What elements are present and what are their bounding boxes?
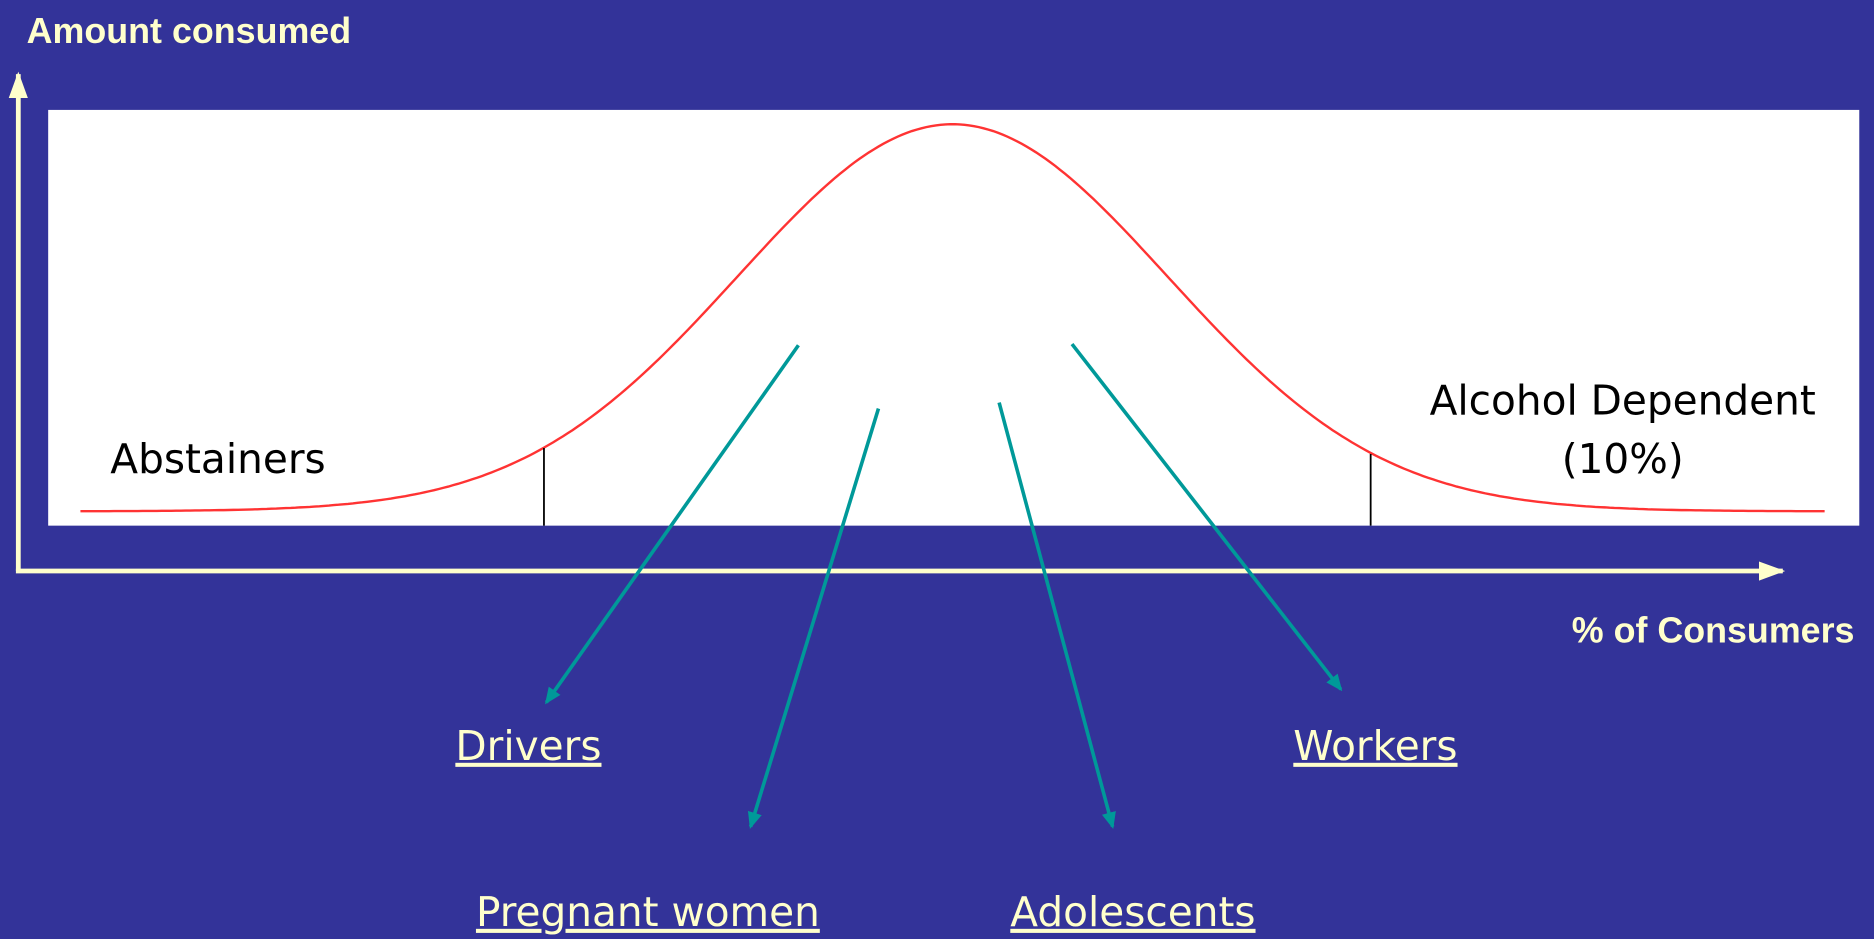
group-label: Drivers — [455, 722, 601, 770]
group-label: Adolescents — [1010, 888, 1255, 936]
arrow — [747, 408, 881, 829]
group-label: Pregnant women — [476, 888, 820, 936]
left-label: Abstainers — [110, 435, 325, 483]
right-label: (10%) — [1562, 435, 1684, 483]
x-axis-label: % of Consumers — [1572, 611, 1855, 651]
arrow — [1070, 342, 1343, 692]
bell-curve — [80, 123, 1825, 513]
y-axis-label: Amount consumed — [27, 11, 351, 51]
plot-box — [48, 109, 1860, 526]
right-label: Alcohol Dependent — [1430, 377, 1816, 425]
group-label: Workers — [1293, 722, 1457, 770]
arrow — [997, 402, 1116, 830]
arrow — [544, 344, 800, 705]
